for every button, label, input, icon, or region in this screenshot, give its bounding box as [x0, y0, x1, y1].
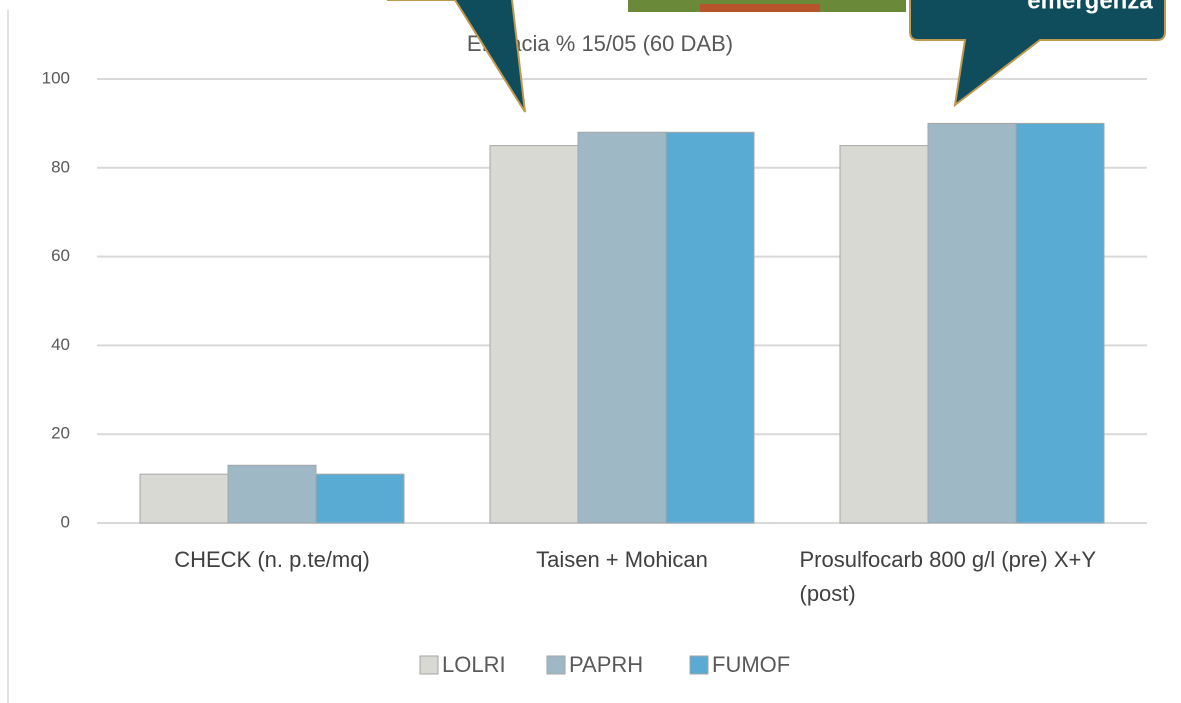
bar	[227, 464, 317, 524]
bar	[927, 122, 1017, 524]
legend-swatch	[689, 655, 709, 675]
x-tick-label: Prosulfocarb 800 g/l (pre) X+Y (post)	[799, 547, 1096, 606]
bar	[839, 145, 929, 524]
y-tick-label: 100	[42, 68, 70, 87]
callout-right	[909, 0, 1166, 108]
legend-swatch	[546, 655, 566, 675]
blank-corner	[0, 0, 215, 10]
bar	[577, 131, 667, 524]
bar	[139, 473, 229, 524]
legend-label: PAPRH	[569, 652, 643, 677]
x-tick-label: Taisen + Mohican	[536, 547, 708, 572]
callout-text: emergenza	[1027, 0, 1153, 14]
y-tick-label: 80	[51, 157, 70, 176]
bar	[665, 131, 755, 524]
bar	[1015, 122, 1105, 524]
y-tick-label: 20	[51, 424, 70, 443]
y-tick-label: 40	[51, 335, 70, 354]
callout-left	[387, 0, 526, 113]
legend-swatch	[419, 655, 439, 675]
bar	[315, 473, 405, 524]
y-tick-label: 0	[61, 512, 70, 531]
x-tick-label: CHECK (n. p.te/mq)	[174, 547, 370, 572]
bar	[489, 145, 579, 524]
legend-label: LOLRI	[442, 652, 506, 677]
photo-strip-detail	[700, 4, 820, 12]
legend-label: FUMOF	[712, 652, 790, 677]
y-tick-label: 60	[51, 246, 70, 265]
